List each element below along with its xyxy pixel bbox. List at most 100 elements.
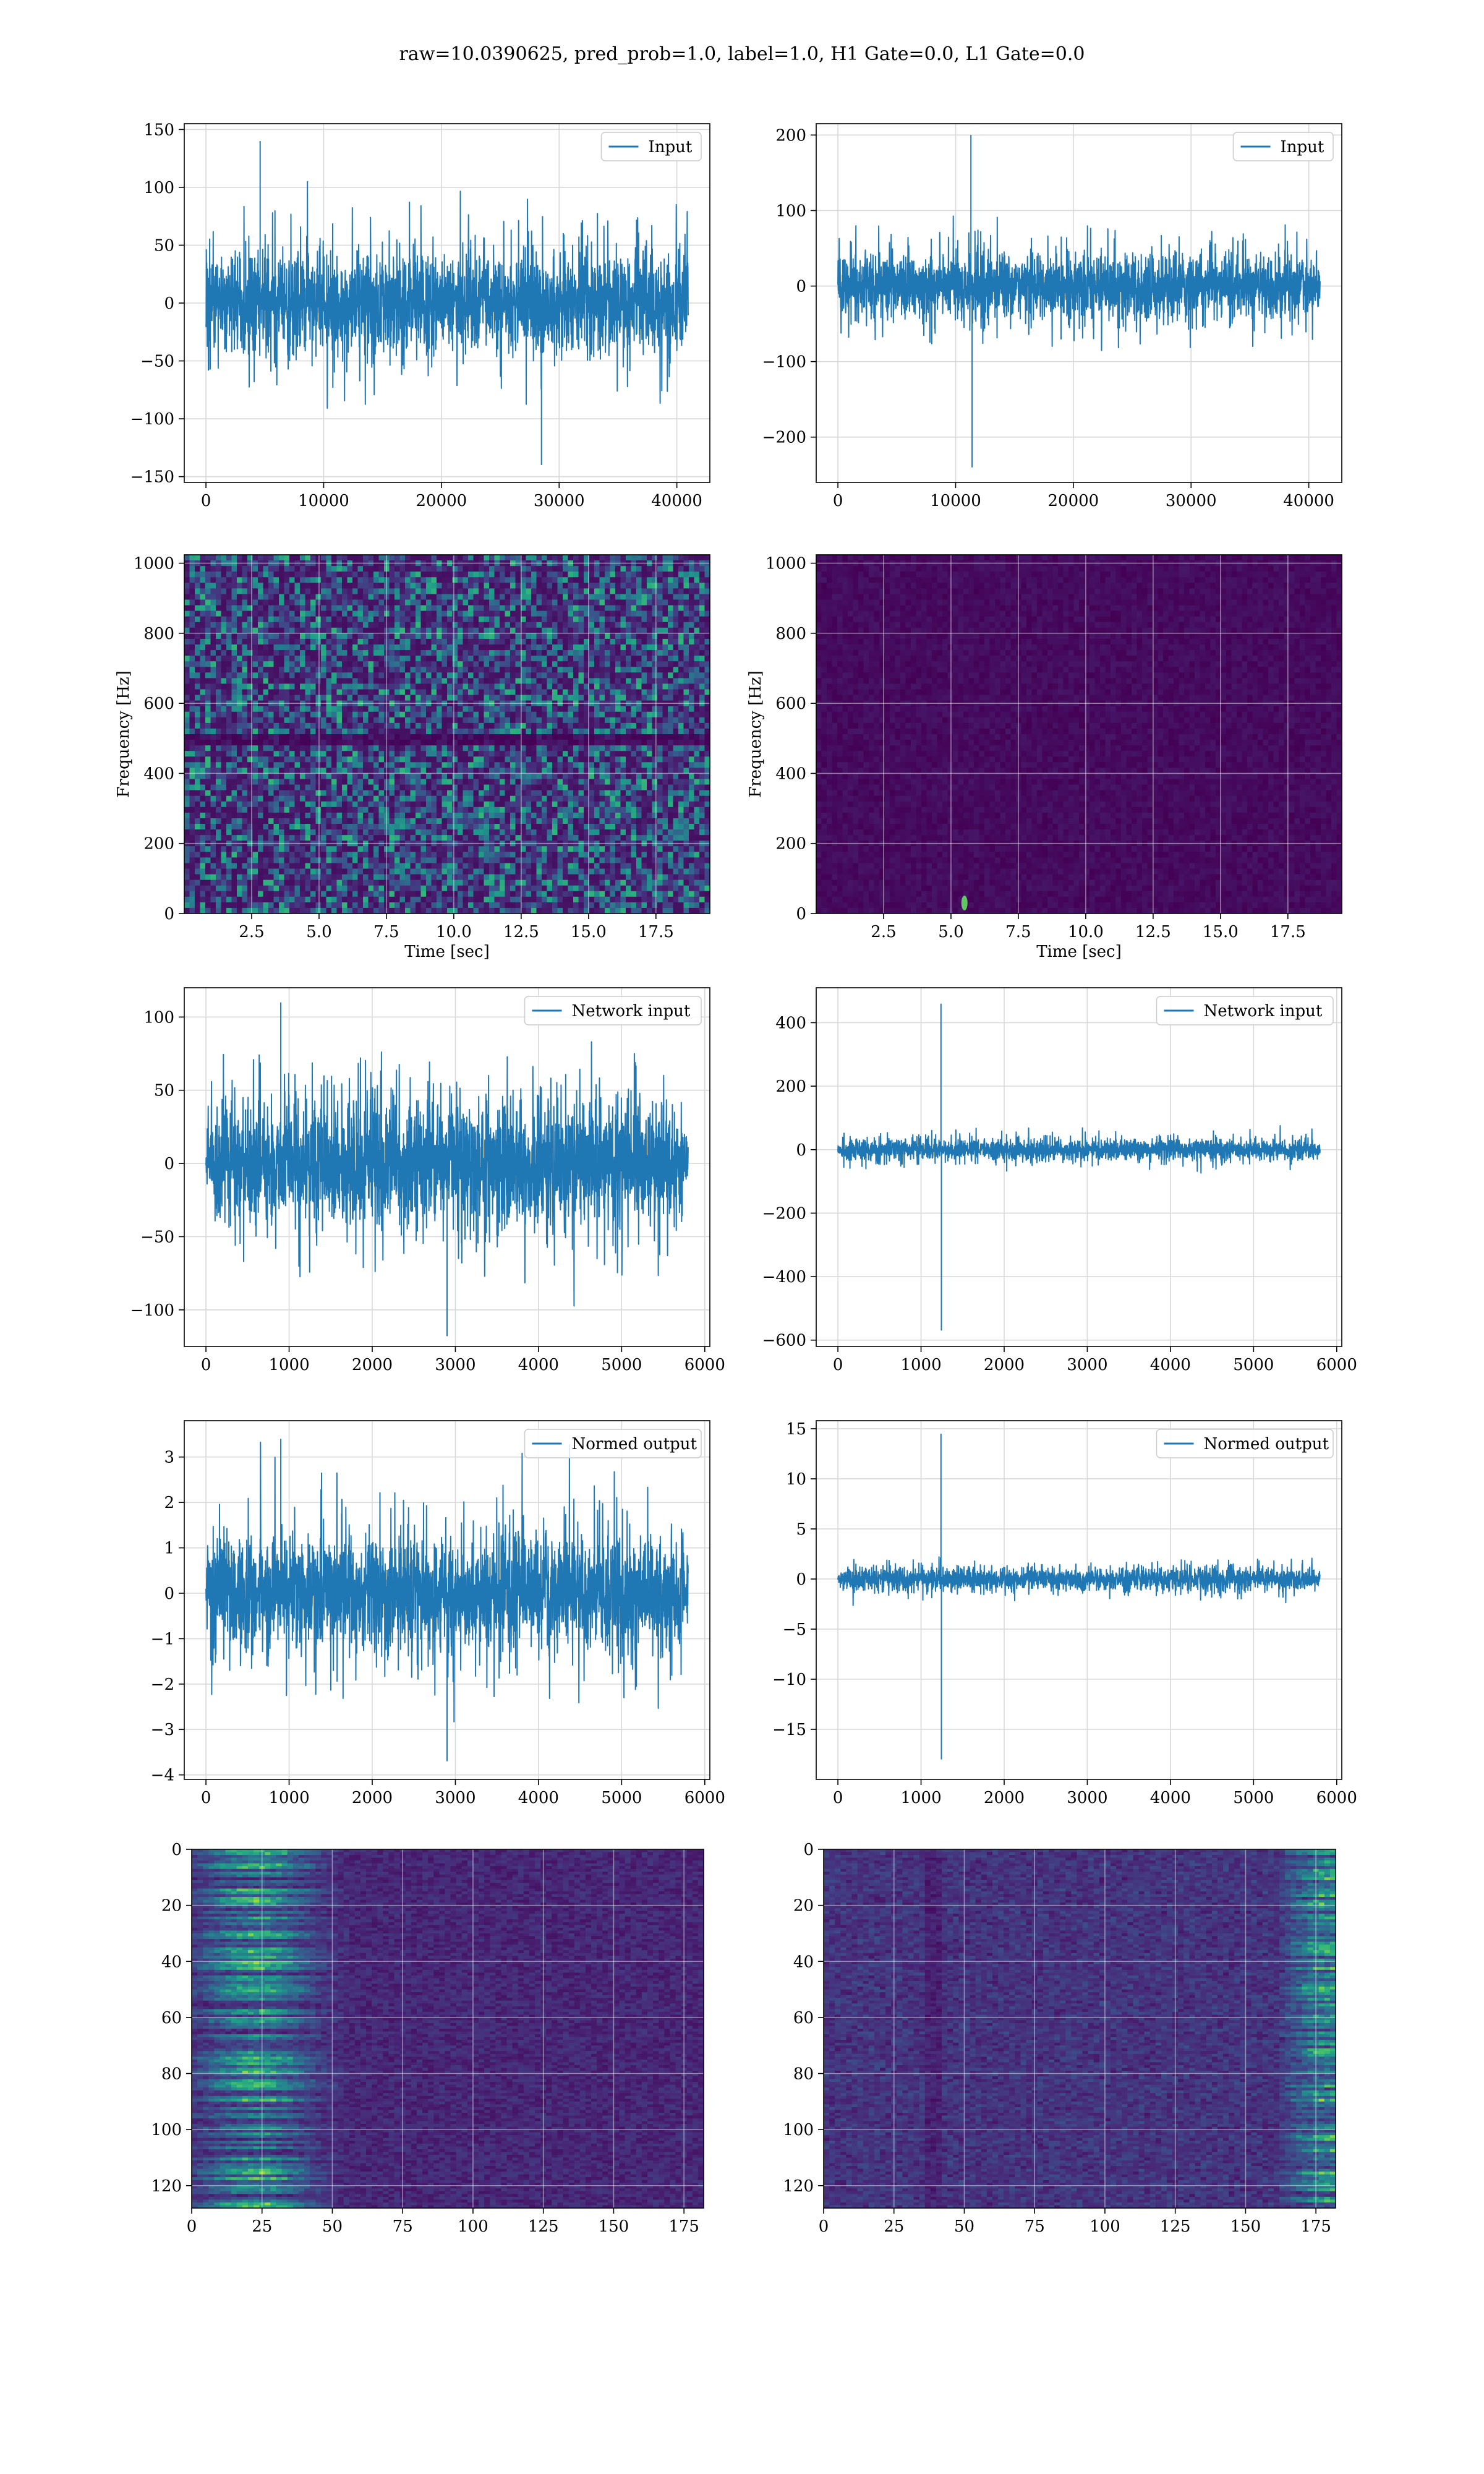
feature-row xyxy=(192,2163,704,2167)
feature-row xyxy=(824,2115,1336,2119)
y-axis-label: Frequency [Hz] xyxy=(746,670,765,798)
feature-row xyxy=(824,2093,1336,2097)
feature-row xyxy=(192,2129,704,2133)
feature-row xyxy=(192,2059,704,2063)
feature-row xyxy=(824,1945,1336,1948)
y-tick-label: −100 xyxy=(130,410,174,429)
x-tick-label: 25 xyxy=(884,2217,904,2236)
feature-row xyxy=(192,1872,704,1875)
feature-row xyxy=(192,2040,704,2044)
feature-row xyxy=(192,1919,704,1923)
feature-row xyxy=(192,2143,704,2147)
feature-row xyxy=(824,1930,1336,1934)
y-tick-label: 120 xyxy=(783,2177,814,2196)
feature-row xyxy=(192,1953,704,1956)
x-tick-label: 2.5 xyxy=(239,923,264,941)
feature-row xyxy=(192,1857,704,1861)
chart-input-l1: Input 0 10000 20000 30000 40000 −200 −100 0 100 20… xyxy=(762,123,1342,510)
x-axis-label: Time [sec] xyxy=(1036,943,1122,961)
feature-row xyxy=(824,1872,1336,1875)
legend-label: Input xyxy=(649,138,693,156)
legend-label: Normed output xyxy=(572,1435,697,1453)
feature-row xyxy=(824,2065,1336,2069)
feature-row xyxy=(192,1969,704,1973)
y-tick-label: 600 xyxy=(143,695,174,713)
feature-row xyxy=(192,1964,704,1967)
axes-frame xyxy=(816,554,1342,914)
x-tick-label: 150 xyxy=(599,2217,629,2236)
y-tick-label: −15 xyxy=(772,1721,806,1739)
x-tick-label: 4000 xyxy=(518,1356,559,1374)
feature-row xyxy=(824,1894,1336,1898)
x-tick-label: 6000 xyxy=(684,1356,725,1374)
chart-spectrogram-h1: 2.5 5.0 7.5 10.0 12.5 15.0 17.5 0 200 400 600 800 10… xyxy=(114,554,710,961)
y-tick-label: −3 xyxy=(151,1721,174,1739)
feature-row xyxy=(192,2177,704,2181)
feature-row xyxy=(824,2199,1336,2203)
x-tick-label: 3000 xyxy=(435,1356,475,1374)
feature-row xyxy=(824,2194,1336,2198)
feature-row xyxy=(192,1984,704,1987)
x-tick-label: 4000 xyxy=(1150,1356,1191,1374)
feature-row xyxy=(824,1947,1336,1951)
feature-row xyxy=(824,2003,1336,2007)
feature-row xyxy=(824,1860,1336,1864)
x-tick-label: 3000 xyxy=(435,1789,475,1807)
plot-area xyxy=(816,988,1342,1346)
feature-row xyxy=(192,1961,704,1965)
feature-row xyxy=(192,1989,704,1993)
y-tick-label: 60 xyxy=(793,2009,814,2027)
x-tick-label: 7.5 xyxy=(373,923,399,941)
heatmap-cells xyxy=(184,555,710,914)
y-tick-label: −50 xyxy=(140,1228,174,1246)
axes-frame xyxy=(191,1849,704,2209)
y-tick-label: 0 xyxy=(796,1141,806,1160)
y-tick-label: 0 xyxy=(164,294,174,313)
feature-row xyxy=(192,2014,704,2018)
y-tick-label: 100 xyxy=(775,202,806,220)
feature-row xyxy=(824,2026,1336,2029)
feature-row xyxy=(192,1874,704,1878)
x-tick-label: 50 xyxy=(322,2217,343,2236)
feature-row xyxy=(824,2009,1336,2013)
feature-row xyxy=(192,2003,704,2007)
feature-row xyxy=(824,2020,1336,2024)
x-tick-label: 125 xyxy=(528,2217,559,2236)
feature-row xyxy=(192,1880,704,1883)
feature-row xyxy=(824,2082,1336,2086)
feature-row xyxy=(824,1922,1336,1925)
feature-row xyxy=(824,2196,1336,2201)
x-tick-label: 100 xyxy=(458,2217,488,2236)
x-tick-label: 30000 xyxy=(1166,492,1217,510)
y-tick-label: 20 xyxy=(793,1897,814,1915)
x-tick-label: 2.5 xyxy=(871,923,896,941)
feature-row xyxy=(192,2157,704,2161)
feature-row xyxy=(824,2068,1336,2071)
y-tick-label: −1 xyxy=(151,1630,174,1648)
y-tick-label: −100 xyxy=(762,353,806,372)
legend: Normed output xyxy=(1156,1429,1334,1458)
x-tick-label: 5000 xyxy=(1233,1356,1274,1374)
series-line xyxy=(205,141,689,465)
feature-row xyxy=(824,1936,1336,1940)
axes-frame xyxy=(184,987,710,1347)
feature-row xyxy=(824,1964,1336,1967)
feature-row xyxy=(192,1998,704,2001)
y-tick-label: 100 xyxy=(143,1008,174,1027)
feature-row xyxy=(192,1980,704,1985)
feature-row xyxy=(824,2180,1336,2183)
feature-row xyxy=(824,2183,1336,2186)
feature-row xyxy=(192,1925,704,1928)
feature-row xyxy=(824,2006,1336,2010)
feature-row xyxy=(192,1877,704,1881)
feature-row xyxy=(192,2011,704,2015)
feature-row xyxy=(192,2107,704,2111)
legend: Input xyxy=(1232,132,1334,161)
feature-row xyxy=(824,1891,1336,1895)
feature-row xyxy=(824,2000,1336,2004)
feature-row xyxy=(192,2065,704,2069)
feature-row xyxy=(192,1868,704,1872)
feature-row xyxy=(192,2020,704,2024)
x-tick-label: 12.5 xyxy=(503,923,539,941)
